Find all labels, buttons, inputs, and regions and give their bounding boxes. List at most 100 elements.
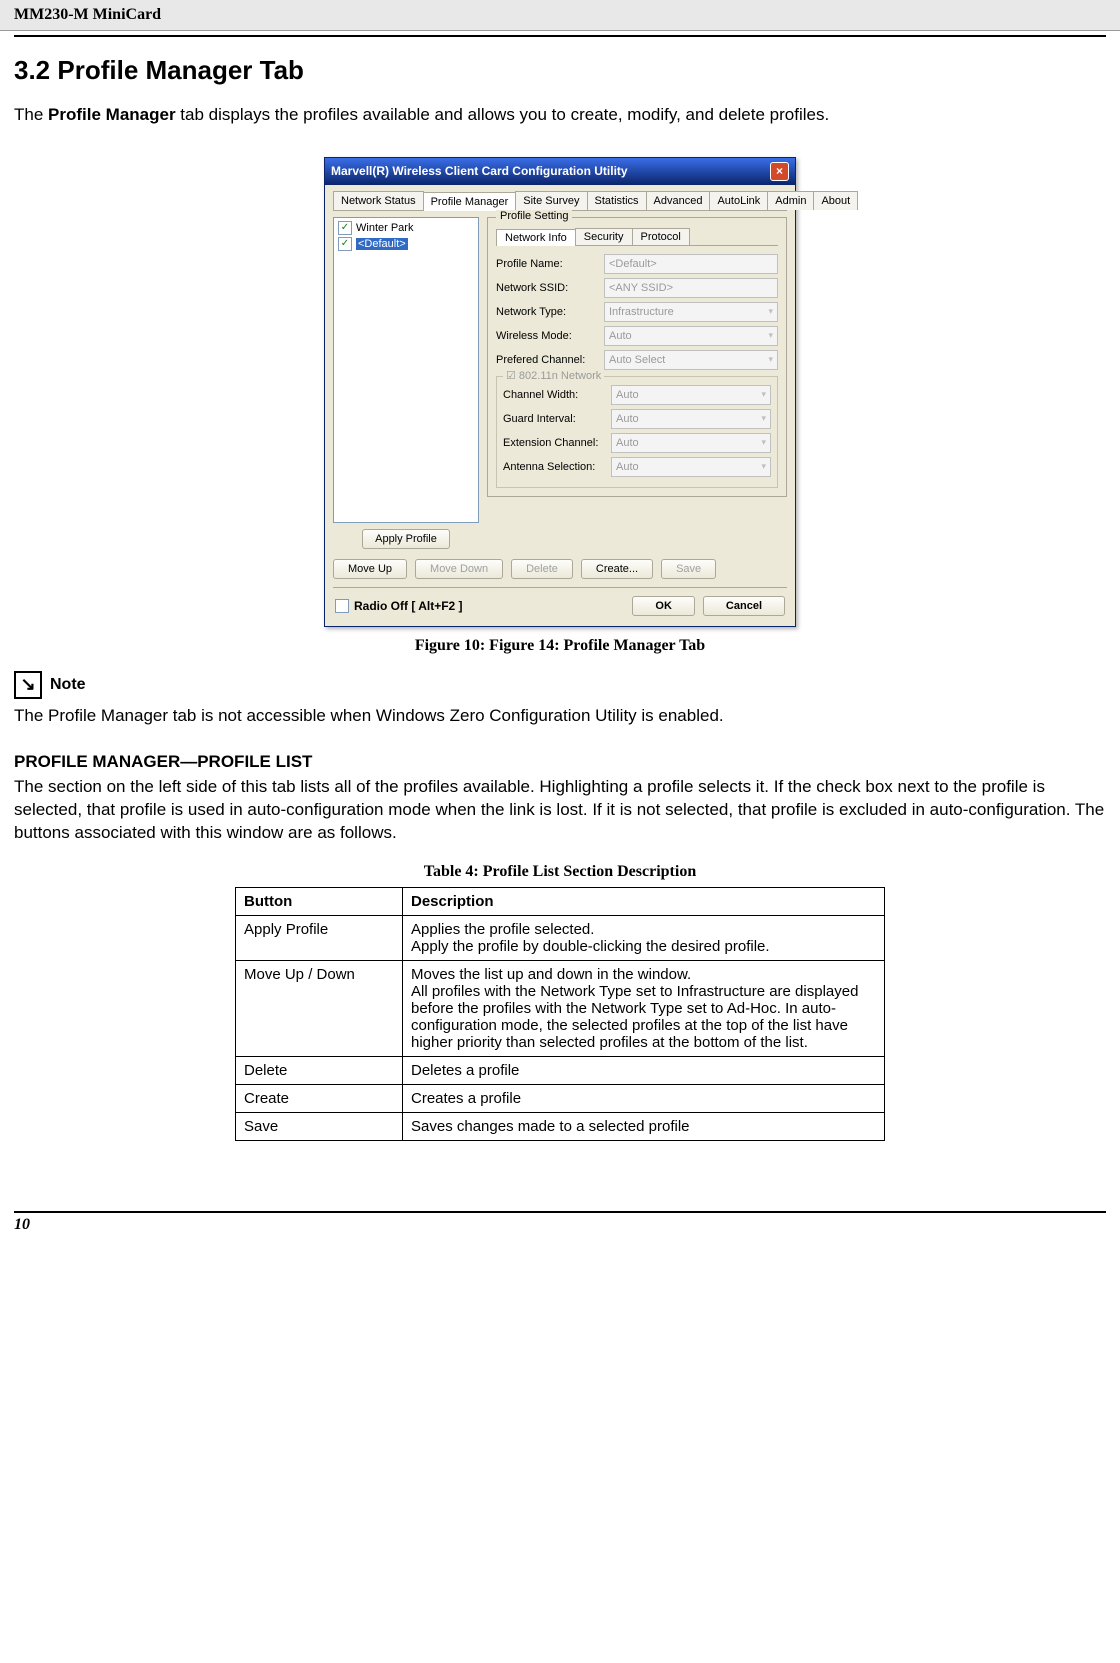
profile-list[interactable]: ✓Winter Park✓ <Default>	[333, 217, 479, 523]
table-row: SaveSaves changes made to a selected pro…	[236, 1112, 885, 1140]
field-label: Network Type:	[496, 306, 596, 318]
titlebar-text: Marvell(R) Wireless Client Card Configur…	[331, 164, 628, 178]
main-tab[interactable]: Statistics	[587, 191, 647, 210]
table-cell: Saves changes made to a selected profile	[403, 1112, 885, 1140]
table-header: Button	[236, 887, 403, 915]
radio-off-label: Radio Off [ Alt+F2 ]	[354, 599, 463, 613]
note-row: ↘ Note	[14, 671, 1106, 699]
ok-button[interactable]: OK	[632, 596, 695, 616]
field-text: Infrastructure	[609, 306, 674, 318]
form-row: Guard Interval: Auto▾	[503, 409, 771, 429]
sub-tabs: Network InfoSecurityProtocol	[496, 228, 778, 246]
main-tab[interactable]: AutoLink	[709, 191, 768, 210]
titlebar: Marvell(R) Wireless Client Card Configur…	[325, 158, 795, 185]
bottom-bar: Radio Off [ Alt+F2 ] OK Cancel	[333, 587, 787, 618]
profile-checkbox[interactable]: ✓	[338, 237, 352, 251]
form-row: Extension Channel:Auto▾	[503, 433, 771, 453]
profile-label: <Default>	[356, 238, 408, 250]
button-row: Move Up Move Down Delete Create... Save	[333, 559, 787, 579]
apply-wrap: Apply Profile	[333, 529, 479, 549]
doc-header-title: MM230-M MiniCard	[14, 6, 161, 23]
move-up-button[interactable]: Move Up	[333, 559, 407, 579]
main-tab[interactable]: Network Status	[333, 191, 424, 210]
table-row: DeleteDeletes a profile	[236, 1056, 885, 1084]
field-value[interactable]: Auto ▾	[611, 385, 771, 405]
main-tab[interactable]: About	[813, 191, 858, 210]
fieldset-legend: Profile Setting	[496, 210, 572, 222]
field-value[interactable]: <Default>	[604, 254, 778, 274]
field-label: Guard Interval:	[503, 413, 603, 425]
figure-caption: Figure 10: Figure 14: Profile Manager Ta…	[14, 637, 1106, 655]
field-text: Auto	[616, 437, 639, 449]
field-text: Auto	[616, 461, 639, 473]
table-cell: Deletes a profile	[403, 1056, 885, 1084]
cancel-button[interactable]: Cancel	[703, 596, 785, 616]
field-label: Profile Name:	[496, 258, 596, 270]
field-text: <Default>	[609, 258, 657, 270]
doc-header: MM230-M MiniCard	[0, 0, 1120, 31]
figure-wrap: Marvell(R) Wireless Client Card Configur…	[14, 157, 1106, 655]
field-text: Auto Select	[609, 354, 665, 366]
radio-off-checkbox[interactable]	[335, 599, 349, 613]
form-row: Network Type: Infrastructure▾	[496, 302, 778, 322]
delete-button[interactable]: Delete	[511, 559, 573, 579]
save-button[interactable]: Save	[661, 559, 716, 579]
create-button[interactable]: Create...	[581, 559, 653, 579]
form-row: Prefered Channel:Auto Select▾	[496, 350, 778, 370]
field-value[interactable]: <ANY SSID>	[604, 278, 778, 298]
profile-list-text: The section on the left side of this tab…	[14, 776, 1106, 845]
profile-item[interactable]: ✓Winter Park	[336, 220, 476, 236]
chevron-down-icon: ▾	[761, 461, 766, 472]
inner-group-80211n: ☑ 802.11n Network Channel Width:Auto▾Gua…	[496, 376, 778, 488]
table-row: CreateCreates a profile	[236, 1084, 885, 1112]
intro-paragraph: The Profile Manager tab displays the pro…	[14, 104, 1106, 127]
page-number: 10	[14, 1216, 30, 1233]
note-icon: ↘	[14, 671, 42, 699]
intro-pre: The	[14, 105, 48, 124]
sub-tab[interactable]: Protocol	[632, 228, 690, 245]
field-value[interactable]: Auto ▾	[604, 326, 778, 346]
right-panel: Profile Setting Network InfoSecurityProt…	[487, 217, 787, 549]
chevron-down-icon: ▾	[761, 389, 766, 400]
form-row: Channel Width: Auto ▾	[503, 385, 771, 405]
form-row: Network SSID:<ANY SSID>	[496, 278, 778, 298]
sub-tab[interactable]: Security	[575, 228, 633, 245]
dialog-body: Network StatusProfile ManagerSite Survey…	[325, 185, 795, 626]
ok-cancel-wrap: OK Cancel	[632, 596, 785, 616]
field-value[interactable]: Auto▾	[611, 409, 771, 429]
form-row: Profile Name: <Default>	[496, 254, 778, 274]
field-text: Auto	[609, 330, 632, 342]
table-caption: Table 4: Profile List Section Descriptio…	[14, 863, 1106, 881]
main-tab[interactable]: Advanced	[646, 191, 711, 210]
chevron-down-icon: ▾	[768, 330, 773, 341]
field-value[interactable]: Auto▾	[611, 433, 771, 453]
field-text: Auto	[616, 413, 639, 425]
table-cell: Applies the profile selected.Apply the p…	[403, 915, 885, 960]
field-text: Auto	[616, 389, 639, 401]
field-label: Channel Width:	[503, 389, 603, 401]
description-table: ButtonDescription Apply ProfileApplies t…	[235, 887, 885, 1141]
close-icon[interactable]: ×	[770, 162, 789, 181]
table-row: Move Up / DownMoves the list up and down…	[236, 960, 885, 1056]
profile-item[interactable]: ✓ <Default>	[336, 236, 476, 252]
intro-bold: Profile Manager	[48, 105, 176, 124]
left-column: ✓Winter Park✓ <Default> Apply Profile	[333, 217, 479, 549]
main-tab[interactable]: Site Survey	[515, 191, 587, 210]
table-cell: Create	[236, 1084, 403, 1112]
table-cell: Delete	[236, 1056, 403, 1084]
note-label: Note	[50, 676, 86, 694]
field-value[interactable]: Auto Select▾	[604, 350, 778, 370]
table-header: Description	[403, 887, 885, 915]
sub-tab[interactable]: Network Info	[496, 229, 576, 246]
field-value[interactable]: Auto ▾	[611, 457, 771, 477]
field-label: Wireless Mode:	[496, 330, 596, 342]
table-header-row: ButtonDescription	[236, 887, 885, 915]
profile-checkbox[interactable]: ✓	[338, 221, 352, 235]
main-tab[interactable]: Profile Manager	[423, 192, 517, 211]
main-tab[interactable]: Admin	[767, 191, 814, 210]
field-value[interactable]: Infrastructure▾	[604, 302, 778, 322]
section-title: 3.2 Profile Manager Tab	[14, 55, 1106, 86]
apply-profile-button[interactable]: Apply Profile	[362, 529, 450, 549]
move-down-button[interactable]: Move Down	[415, 559, 503, 579]
radio-off-wrap[interactable]: Radio Off [ Alt+F2 ]	[335, 599, 463, 613]
